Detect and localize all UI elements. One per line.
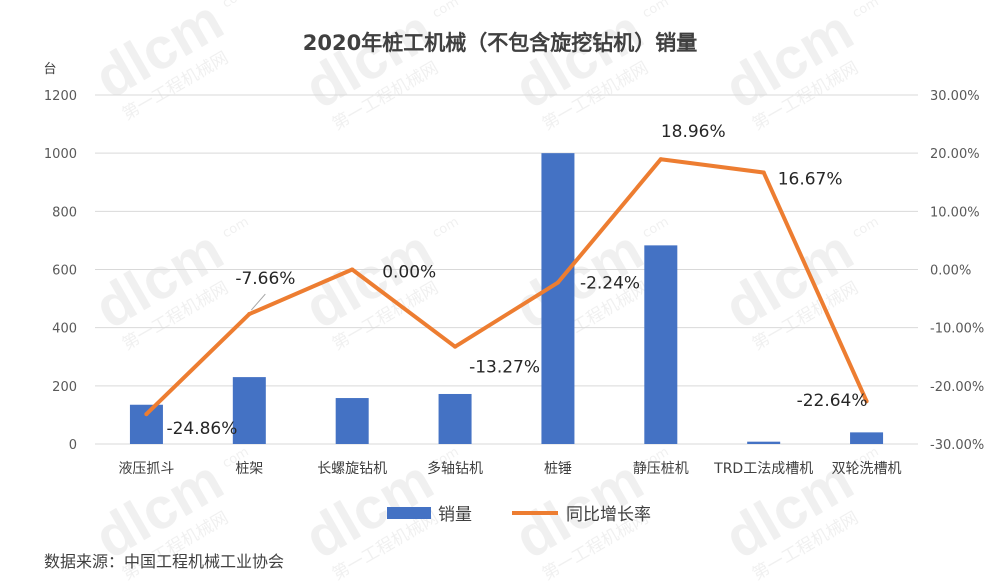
growth-data-label-3: -13.27%	[469, 358, 540, 378]
y2-tick-label: 0.00%	[930, 264, 971, 279]
x-axis-categories: 液压抓斗 桩架 长螺旋钻机 多轴钻机 桩锤 静压桩机 TRD工法成槽机 双轮洗槽机	[118, 460, 901, 477]
line-series	[144, 157, 869, 417]
y-axis-right: -30.00% -20.00% -10.00% 0.00% 10.00% 20.00% 30…	[930, 89, 984, 453]
bar-6	[747, 441, 781, 444]
y2-tick-label: -20.00%	[930, 380, 984, 395]
y2-tick-label: 30.00%	[930, 89, 980, 104]
growth-data-label-5: 18.96%	[661, 122, 726, 142]
bar-3	[438, 393, 472, 444]
bar-series	[129, 153, 884, 444]
x-category-label: TRD工法成槽机	[713, 461, 813, 477]
watermark-domain: com	[640, 0, 672, 21]
y2-tick-label: 20.00%	[930, 147, 980, 162]
watermark-domain: com	[220, 215, 252, 242]
y-tick-label: 600	[52, 264, 77, 279]
watermark-domain: com	[220, 0, 252, 11]
y-axis-unit: 台	[43, 62, 56, 77]
y-axis-left: 0 200 400 600 800 1000 1200	[44, 89, 77, 453]
y-tick-label: 200	[52, 380, 77, 395]
x-category-label: 桩架	[235, 460, 263, 477]
source-note: 数据来源：中国工程机械工业协会	[44, 552, 284, 571]
growth-data-label-6: 16.67%	[778, 170, 843, 190]
legend: 销量 同比增长率	[387, 505, 651, 525]
bar-1	[232, 377, 266, 444]
growth-data-label-0: -24.86%	[166, 419, 237, 439]
y-tick-label: 1200	[44, 89, 77, 104]
watermark-domain: com	[640, 215, 672, 242]
chart-title: 2020年桩工机械（不包含旋挖钻机）销量	[303, 31, 697, 55]
growth-data-label-2: 0.00%	[382, 263, 436, 283]
label-leader-line	[250, 293, 266, 311]
watermark-domain: com	[850, 0, 882, 21]
growth-point-5	[658, 157, 663, 162]
y-tick-label: 0	[69, 438, 77, 453]
growth-point-7	[864, 399, 869, 404]
growth-point-4	[555, 280, 560, 285]
legend-swatch-sales	[387, 507, 431, 519]
y-tick-label: 400	[52, 322, 77, 337]
growth-point-3	[453, 344, 458, 349]
bar-7	[850, 432, 884, 444]
bar-4	[541, 153, 575, 444]
y2-tick-label: -30.00%	[930, 438, 984, 453]
y2-tick-label: 10.00%	[930, 205, 980, 220]
x-category-label: 多轴钻机	[427, 460, 483, 477]
growth-data-label-7: -22.64%	[797, 391, 868, 411]
watermark-domain: com	[850, 215, 882, 242]
growth-line	[144, 157, 869, 417]
x-category-label: 双轮洗槽机	[832, 461, 902, 477]
gridlines	[95, 94, 918, 445]
watermark-domain: com	[430, 215, 462, 242]
legend-label-sales: 销量	[438, 505, 472, 525]
y2-tick-label: -10.00%	[930, 322, 984, 337]
bar-5	[644, 245, 678, 444]
legend-label-growth: 同比增长率	[566, 505, 651, 525]
growth-data-label-1: -7.66%	[235, 269, 295, 289]
growth-point-1	[247, 312, 252, 317]
growth-point-0	[144, 412, 149, 417]
x-category-label: 长螺旋钻机	[317, 461, 387, 477]
x-category-label: 液压抓斗	[118, 461, 174, 477]
data-labels: -24.86% -7.66% 0.00% -13.27% -2.24% 18.96% 16.…	[166, 122, 867, 439]
x-category-label: 桩锤	[544, 460, 572, 477]
bar-2	[335, 398, 369, 444]
watermark-domain: com	[430, 0, 462, 21]
growth-data-label-4: -2.24%	[580, 274, 640, 294]
y-tick-label: 1000	[44, 147, 77, 162]
bar-0	[129, 404, 163, 444]
growth-point-6	[761, 170, 766, 175]
y-tick-label: 800	[52, 205, 77, 220]
growth-point-2	[350, 267, 355, 272]
x-category-label: 静压桩机	[633, 460, 689, 477]
